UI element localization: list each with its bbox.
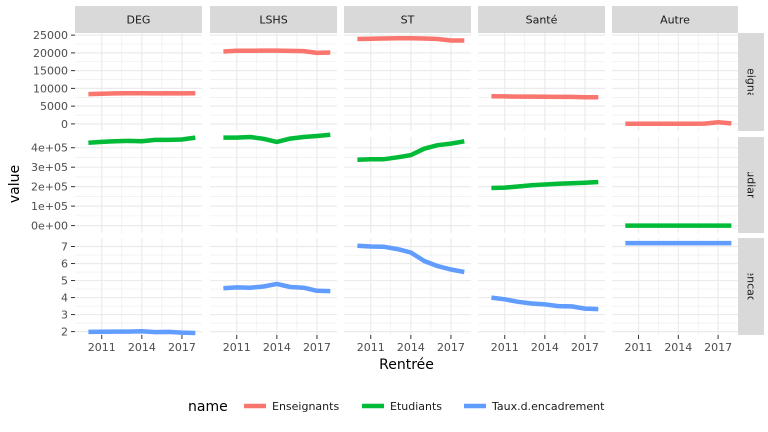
facet-strip-autre xyxy=(612,6,738,33)
y-tick-label: 3e+05 xyxy=(31,161,68,174)
facet-strip-label: Taux.d.encadrement xyxy=(745,229,758,343)
facet-strip-label: Etudiants xyxy=(745,159,758,211)
facet-strip-label: Enseignants xyxy=(745,48,758,115)
y-tick-label: 20000 xyxy=(33,47,68,60)
facet-strip-etudiants xyxy=(738,137,764,233)
series-line-sante-taux-d-encadrement xyxy=(491,295,599,312)
y-axis-title: value xyxy=(7,165,23,203)
panel-background xyxy=(210,33,337,131)
y-tick-label: 0e+00 xyxy=(31,220,68,233)
x-tick-label: 2014 xyxy=(263,341,291,354)
series-line-lshs-etudiants xyxy=(223,132,331,145)
x-tick-label: 2017 xyxy=(571,341,599,354)
facet-strip-label: LSHS xyxy=(259,14,287,27)
y-tick-label: 3 xyxy=(61,309,68,322)
y-tick-label: 4e+05 xyxy=(31,142,68,155)
series-line-sante-etudiants xyxy=(491,179,599,191)
y-tick-label: 1e+05 xyxy=(31,200,68,213)
series-line-deg-taux-d-encadrement xyxy=(88,329,196,336)
x-tick-label: 2011 xyxy=(625,341,653,354)
x-tick-label: 2017 xyxy=(303,341,331,354)
legend-label: Taux.d.encadrement xyxy=(491,400,605,413)
series-line-autre-enseignants xyxy=(625,120,732,126)
facet-strip-sante xyxy=(478,6,605,33)
y-tick-label: 6 xyxy=(61,258,68,271)
panel-background xyxy=(478,33,605,131)
legend-label: Enseignants xyxy=(272,400,339,413)
y-tick-label: 25000 xyxy=(33,29,68,42)
x-axis-title: Rentrée xyxy=(379,357,434,373)
panel-background xyxy=(344,238,471,335)
panel-background xyxy=(344,137,471,233)
panel-background xyxy=(75,33,202,131)
y-tick-label: 2 xyxy=(61,326,68,339)
panel-background xyxy=(75,238,202,335)
panel-background xyxy=(612,33,738,131)
series-line-lshs-taux-d-encadrement xyxy=(223,281,331,294)
y-tick-label: 5000 xyxy=(40,100,68,113)
x-tick-label: 2011 xyxy=(491,341,519,354)
x-tick-label: 2011 xyxy=(357,341,385,354)
series-line-sante-enseignants xyxy=(491,93,599,100)
facet-strip-lshs xyxy=(210,6,337,33)
y-tick-label: 15000 xyxy=(33,65,68,78)
y-tick-label: 10000 xyxy=(33,82,68,95)
facet-strip-label: Santé xyxy=(526,14,558,27)
y-tick-label: 4 xyxy=(61,292,68,305)
panel-background xyxy=(344,33,471,131)
x-tick-label: 2014 xyxy=(664,341,692,354)
facet-strip-label: DEG xyxy=(127,14,151,27)
panel-background xyxy=(612,137,738,233)
x-tick-label: 2014 xyxy=(531,341,559,354)
facet-strip-label: ST xyxy=(401,14,415,27)
series-line-deg-etudiants xyxy=(88,135,196,146)
panel-background xyxy=(75,137,202,233)
series-line-st-etudiants xyxy=(357,139,465,163)
x-tick-label: 2011 xyxy=(88,341,116,354)
x-tick-label: 2014 xyxy=(397,341,425,354)
series-line-lshs-enseignants xyxy=(223,48,331,56)
panel-background xyxy=(612,238,738,335)
facet-strip-st xyxy=(344,6,471,33)
facet-strip-deg xyxy=(75,6,202,33)
x-tick-label: 2011 xyxy=(223,341,251,354)
facet-strip-taux-d-encadrement xyxy=(738,238,764,335)
panel-background xyxy=(478,238,605,335)
x-tick-label: 2017 xyxy=(704,341,732,354)
panel-background xyxy=(210,137,337,233)
facet-strip-enseignants xyxy=(738,33,764,131)
y-tick-label: 2e+05 xyxy=(31,181,68,194)
series-line-st-taux-d-encadrement xyxy=(357,243,465,275)
series-line-st-enseignants xyxy=(357,36,465,43)
x-tick-label: 2017 xyxy=(437,341,465,354)
x-tick-label: 2017 xyxy=(168,341,196,354)
legend-label: Etudiants xyxy=(390,400,442,413)
legend-title: name xyxy=(188,399,228,415)
x-tick-label: 2014 xyxy=(128,341,156,354)
facet-strip-label: Autre xyxy=(660,14,690,27)
series-line-deg-enseignants xyxy=(88,90,196,97)
y-tick-label: 0 xyxy=(61,118,68,131)
y-tick-label: 5 xyxy=(61,275,68,288)
y-tick-label: 7 xyxy=(61,241,68,254)
